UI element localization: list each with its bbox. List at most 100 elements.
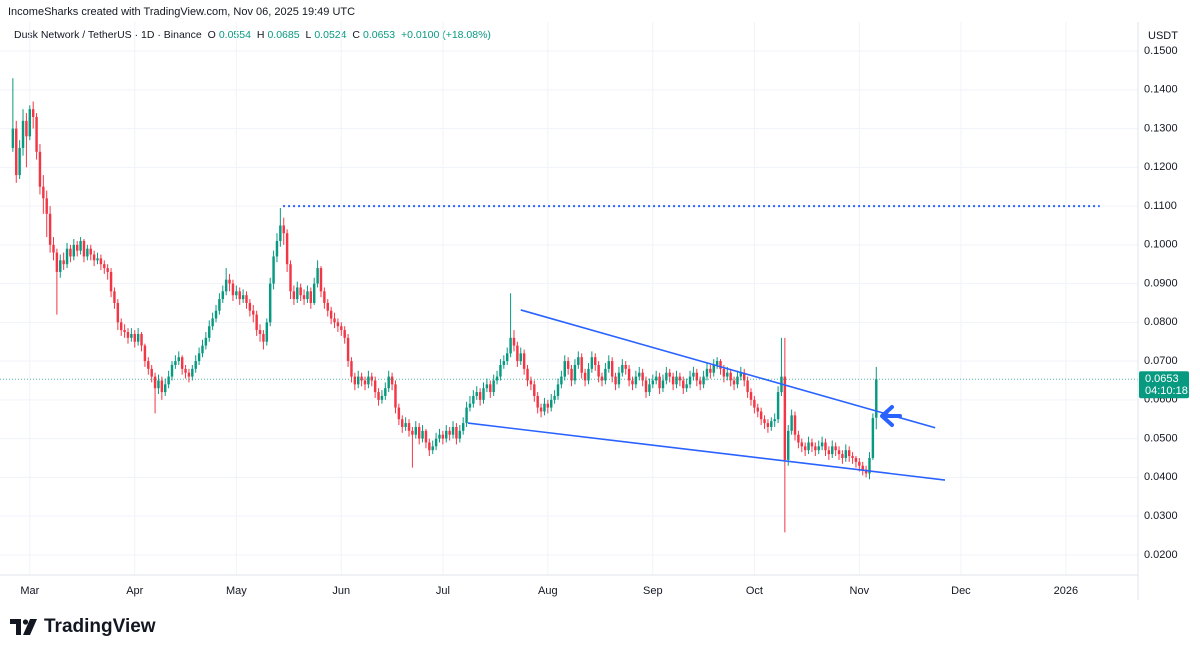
candle-body	[373, 380, 377, 393]
candle-body	[252, 310, 255, 315]
candle-body	[702, 376, 705, 385]
candle-body	[732, 380, 736, 385]
candle-body	[59, 260, 62, 272]
candle-body	[634, 376, 638, 385]
candle-body	[421, 430, 424, 439]
candle-body	[631, 380, 634, 385]
candle-body	[539, 407, 543, 412]
candle-body	[346, 337, 350, 362]
candle-body	[482, 388, 485, 400]
legend-value: 0.0685	[267, 29, 300, 41]
candle-body	[472, 395, 475, 404]
candle-body	[783, 376, 787, 460]
candle-body	[499, 364, 502, 377]
candle-body	[458, 430, 462, 439]
candle-body	[25, 120, 28, 137]
candle-body	[776, 392, 780, 420]
candle-body	[763, 419, 766, 424]
candle-body	[709, 368, 712, 373]
candle-body	[797, 434, 800, 443]
candle-body	[45, 198, 48, 214]
axes: 0.02000.03000.04000.05000.06000.07000.08…	[20, 45, 1189, 597]
candle-body	[854, 457, 858, 462]
candle-body	[502, 361, 506, 365]
annotation-arrow	[880, 405, 902, 427]
candle-body	[282, 225, 285, 234]
legend-label: C	[352, 29, 360, 41]
y-tick-label: 0.1300	[1144, 122, 1178, 134]
candle-body	[15, 128, 18, 176]
candle-body	[749, 392, 753, 400]
candle-body	[868, 457, 871, 474]
candle-body	[695, 372, 699, 381]
candle-body	[428, 442, 431, 451]
candle-body	[224, 279, 228, 292]
candle-body	[21, 120, 25, 148]
candle-body	[651, 380, 655, 385]
drawings	[0, 205, 1138, 481]
candle-body	[262, 333, 265, 342]
candle-body	[89, 248, 92, 255]
candle-body	[187, 372, 191, 377]
candle-body	[566, 361, 570, 369]
currency: USDT	[1148, 30, 1178, 42]
x-tick-label: Apr	[126, 585, 143, 597]
y-tick-label: 0.0800	[1144, 316, 1178, 328]
candle-body	[350, 361, 353, 377]
y-tick-label: 0.1200	[1144, 161, 1178, 173]
candle-body	[197, 353, 201, 362]
x-tick-label: Jul	[436, 585, 450, 597]
candle-body	[268, 283, 272, 323]
candle-body	[590, 357, 594, 369]
candle-body	[685, 384, 688, 389]
candle-body	[759, 411, 763, 420]
candle-body	[248, 302, 252, 311]
x-tick-label: 2026	[1054, 585, 1078, 597]
y-tick-label: 0.0900	[1144, 277, 1178, 289]
x-tick-label: Dec	[951, 585, 971, 597]
candle-body	[682, 380, 685, 389]
candle-body	[191, 368, 194, 377]
candle-body	[438, 434, 441, 439]
x-tick-label: Oct	[746, 585, 763, 597]
candle-body	[834, 446, 837, 451]
legend-change: +0.0100 (+18.08%)	[401, 29, 491, 41]
candle-body	[827, 450, 831, 455]
candle-body	[587, 368, 590, 381]
candle-body	[174, 361, 177, 365]
candle-body	[509, 337, 512, 354]
candle-body	[99, 258, 103, 265]
legend-value: 0.0554	[218, 29, 251, 41]
candle-body	[370, 376, 373, 381]
candle-body	[553, 395, 556, 400]
candle-body	[614, 376, 617, 385]
candle-body	[157, 380, 160, 389]
candle-body	[726, 372, 729, 377]
candle-body	[384, 388, 387, 396]
candle-body	[831, 446, 834, 455]
candle-body	[201, 345, 204, 354]
candle-body	[109, 271, 113, 292]
candle-body	[810, 442, 814, 447]
candle-body	[719, 361, 722, 369]
candle-body	[404, 423, 407, 427]
candle-body	[858, 461, 861, 466]
last-price-box	[1139, 371, 1189, 399]
candle-body	[478, 392, 482, 400]
candle-body	[69, 248, 72, 257]
candle-body	[678, 376, 682, 381]
candle-body	[563, 361, 566, 377]
candle-body	[147, 361, 150, 369]
candle-body	[844, 450, 848, 458]
candle-body	[607, 361, 611, 369]
candle-body	[231, 283, 235, 296]
candle-body	[153, 376, 157, 389]
candle-body	[302, 295, 306, 300]
candle-body	[55, 252, 59, 272]
x-tick-label: Aug	[538, 585, 558, 597]
candle-body	[790, 415, 793, 431]
candle-body	[773, 419, 776, 422]
candle-body	[119, 322, 123, 331]
candle-body	[387, 376, 390, 389]
candle-body	[658, 376, 661, 389]
